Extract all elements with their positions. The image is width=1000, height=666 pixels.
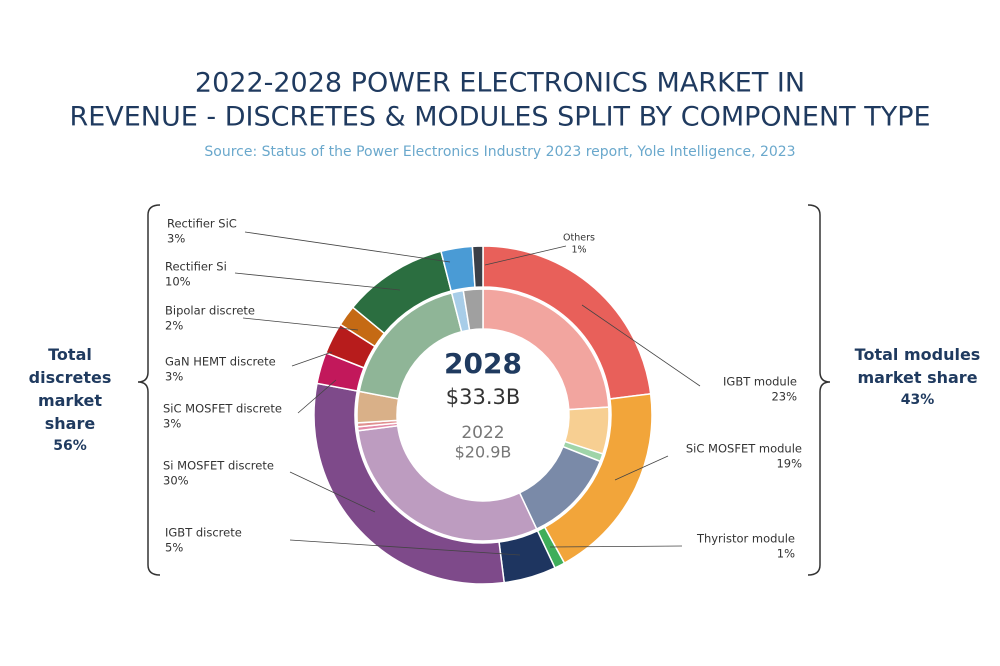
leader-line [484,245,567,266]
value-label: 1% [777,547,795,561]
slice [471,245,484,289]
category-label: IGBT discrete [165,526,242,540]
leader-line [244,231,451,263]
category-label: GaN HEMT discrete [165,355,276,369]
leader-line [581,304,701,387]
category-label: SiC MOSFET module [686,442,802,456]
value-label: 5% [165,541,183,555]
category-label: Thyristor module [696,532,795,546]
leader-line [614,455,669,481]
chart-subtitle: Source: Status of the Power Electronics … [204,144,795,160]
annotation-value: 43% [900,392,935,408]
bracket [137,204,161,576]
leader-line [242,317,359,331]
category-label: Rectifier SiC [167,217,237,231]
value-label: 2% [165,319,183,333]
annotation-value: 56% [53,438,87,454]
center-total: $33.3B [446,385,521,409]
category-label: Bipolar discrete [165,304,255,318]
slice [462,288,484,331]
center-year: 2028 [444,347,522,380]
value-label: 3% [167,232,185,246]
value-label: 3% [165,370,183,384]
chart-title: 2022-2028 POWER ELECTRONICS MARKET IN [195,68,805,99]
category-label: SiC MOSFET discrete [163,402,282,416]
leader-line [289,471,376,513]
value-label: 1% [571,245,586,256]
leader-line [289,539,521,556]
slice [357,424,538,542]
annotation-text: Total discretes market share [28,345,112,433]
category-label: IGBT module [723,375,797,389]
value-label: 30% [163,474,189,488]
annotation-text: Total modules market share [854,345,981,387]
value-label: 19% [776,457,802,471]
annotation: Total modules market share 43% [845,343,990,412]
leader-line [291,351,333,367]
category-label: Rectifier Si [165,260,227,274]
value-label: 10% [165,275,191,289]
leader-line [549,545,683,548]
category-label: Si MOSFET discrete [163,459,274,473]
value-label: 23% [771,390,797,404]
leader-line [297,379,337,414]
leader-line [234,272,401,291]
chart-title: REVENUE - DISCRETES & MODULES SPLIT BY C… [69,102,930,133]
value-label: 3% [163,417,181,431]
center-year: 2022 [461,423,504,443]
bracket [807,204,831,576]
annotation: Total discretes market share 56% [10,343,130,458]
center-total: $20.9B [455,443,512,462]
category-label: Others [563,233,595,244]
rings [313,245,653,585]
